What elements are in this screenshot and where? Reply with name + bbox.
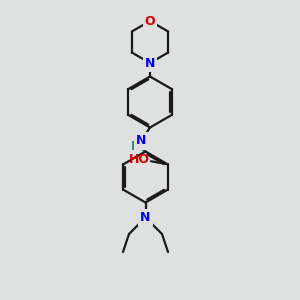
Text: O: O (145, 14, 155, 28)
Text: H: H (131, 140, 141, 153)
Text: HO: HO (129, 153, 150, 166)
Text: N: N (145, 56, 155, 70)
Text: N: N (140, 211, 151, 224)
Text: N: N (136, 134, 146, 148)
